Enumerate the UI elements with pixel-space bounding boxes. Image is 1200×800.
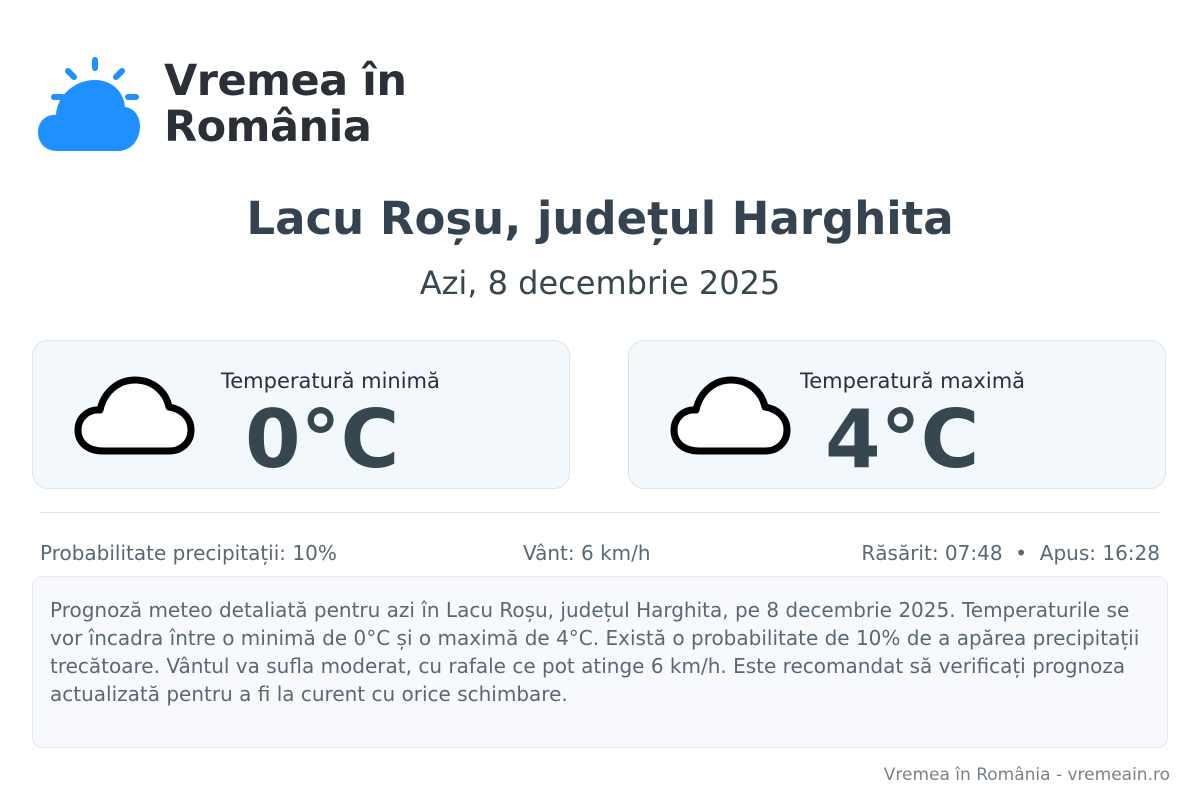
page-title: Lacu Roșu, județul Harghita <box>246 192 954 245</box>
divider <box>40 512 1160 513</box>
sun-cloud-logo-icon <box>38 57 140 151</box>
brand-name-line1: Vremea în <box>164 56 407 106</box>
min-temp-card: Temperatură minimă 0°C <box>32 340 570 489</box>
precipitation-stat: Probabilitate precipitații: 10% <box>40 541 337 565</box>
max-temp-card: Temperatură maximă 4°C <box>628 340 1166 489</box>
forecast-date: Azi, 8 decembrie 2025 <box>419 264 781 302</box>
forecast-description: Prognoză meteo detaliată pentru azi în L… <box>32 576 1168 748</box>
cloud-icon <box>74 376 195 455</box>
max-temp-label: Temperatură maximă <box>800 369 1026 393</box>
footer-credit: Vremea în România - vremeain.ro <box>883 765 1170 785</box>
wind-stat: Vânt: 6 km/h <box>523 541 651 565</box>
min-temp-label: Temperatură minimă <box>221 369 440 393</box>
sun-times-stat: Răsărit: 07:48 • Apus: 16:28 <box>861 541 1160 565</box>
logo: Vremea în România <box>36 54 407 154</box>
cloud-icon <box>670 376 791 455</box>
min-temp-value: 0°C <box>245 393 400 486</box>
max-temp-value: 4°C <box>825 393 980 486</box>
brand-name-line2: România <box>164 102 372 152</box>
